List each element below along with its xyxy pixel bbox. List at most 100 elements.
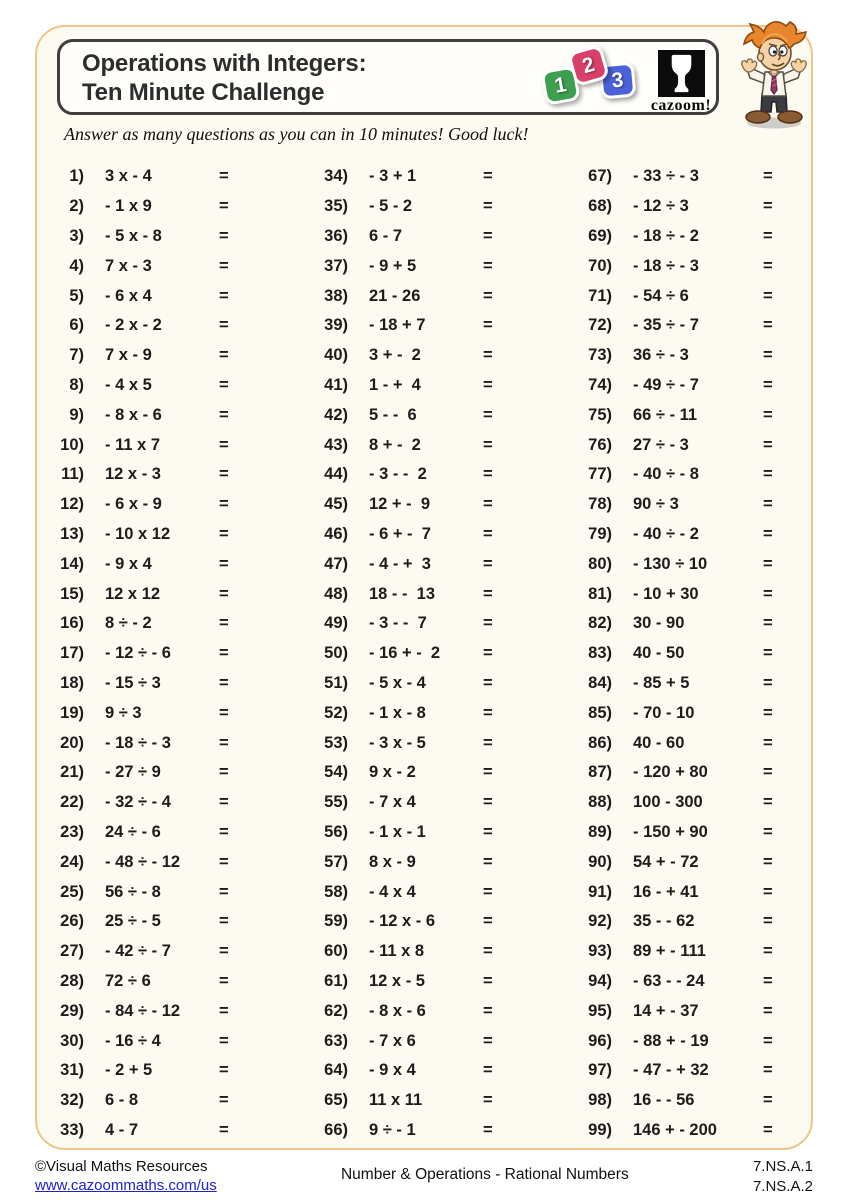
question-expression: 7 x - 3 [105,256,152,275]
equals-sign: = [483,793,493,812]
equals-sign: = [763,524,773,543]
question-expression: - 11 x 8 [369,942,425,961]
question-expression: - 1 x - 1 [369,822,426,841]
question-expression: - 18 ÷ - 3 [105,733,171,752]
equals-sign: = [483,852,493,871]
question-expression: - 4 - + 3 [369,554,431,573]
question-row: 52) - 1 x - 8 = [321,698,501,728]
question-number: 28) [60,971,84,990]
question-expression: - 6 + - 7 [369,524,431,543]
question-expression: - 40 ÷ - 2 [633,524,699,543]
question-expression: 8 ÷ - 2 [105,614,152,633]
equals-sign: = [763,971,773,990]
question-row: 42) 5 - - 6 = [321,400,501,430]
instruction-text: Answer as many questions as you can in 1… [64,124,529,144]
question-row: 46) - 6 + - 7 = [321,520,501,550]
question-row: 16) 8 ÷ - 2 = [57,609,237,639]
question-number: 36) [324,226,348,245]
question-expression: - 49 ÷ - 7 [633,375,699,394]
equals-sign: = [483,1031,493,1050]
equals-sign: = [219,256,229,275]
question-number: 5) [69,286,84,305]
equals-sign: = [219,614,229,633]
question-expression: - 8 x - 6 [369,1001,426,1020]
equals-sign: = [763,644,773,663]
question-expression: 24 ÷ - 6 [105,822,161,841]
question-number: 85) [588,703,612,722]
equals-sign: = [219,405,229,424]
standard-code-2: 7.NS.A.2 [752,1178,813,1195]
equals-sign: = [483,197,493,216]
question-expression: - 40 ÷ - 8 [633,465,699,484]
question-row: 91) 16 - + 41 = [585,877,781,907]
question-row: 7) 7 x - 9 = [57,341,237,371]
question-row: 67) - 33 ÷ - 3 = [585,162,781,192]
question-expression: - 5 x - 4 [369,673,426,692]
question-expression: - 12 ÷ 3 [633,197,689,216]
question-number: 73) [588,346,612,365]
question-row: 98) 16 - - 56 = [585,1086,781,1116]
question-expression: - 12 x - 6 [369,912,436,931]
equals-sign: = [219,167,229,186]
question-expression: - 16 + - 2 [369,644,441,663]
question-number: 59) [324,912,348,931]
question-expression: 6 - 7 [369,226,403,245]
question-number: 1) [69,167,84,186]
question-row: 45) 12 + - 9 = [321,490,501,520]
question-expression: 8 + - 2 [369,435,421,454]
website-link[interactable]: www.cazoommaths.com/us [35,1177,217,1194]
question-number: 58) [324,882,348,901]
question-number: 8) [69,375,84,394]
question-row: 72) - 35 ÷ - 7 = [585,311,781,341]
equals-sign: = [763,167,773,186]
question-number: 22) [60,793,84,812]
question-row: 25) 56 ÷ - 8 = [57,877,237,907]
question-number: 62) [324,1001,348,1020]
footer-topic-text: Number & Operations - Rational Numbers [340,1166,629,1183]
question-expression: - 6 x 4 [105,286,152,305]
equals-sign: = [483,554,493,573]
question-row: 58) - 4 x 4 = [321,877,501,907]
question-expression: 9 ÷ 3 [105,703,142,722]
equals-sign: = [763,375,773,394]
question-number: 68) [588,197,612,216]
question-number: 90) [588,852,612,871]
question-number: 57) [324,852,348,871]
logo-tile-number: 1 [552,72,569,98]
question-row: 55) - 7 x 4 = [321,788,501,818]
question-number: 27) [60,942,84,961]
question-row: 70) - 18 ÷ - 3 = [585,251,781,281]
question-expression: - 35 ÷ - 7 [633,316,699,335]
logo-tile-number: 3 [610,68,625,92]
equals-sign: = [483,435,493,454]
question-expression: - 48 ÷ - 12 [105,852,181,871]
question-number: 10) [60,435,84,454]
equals-sign: = [763,1091,773,1110]
question-expression: - 8 x - 6 [105,405,162,424]
equals-sign: = [483,584,493,603]
question-row: 37) - 9 + 5 = [321,251,501,281]
equals-sign: = [219,375,229,394]
question-expression: 27 ÷ - 3 [633,435,689,454]
question-expression: - 88 + - 19 [633,1031,709,1050]
question-row: 88) 100 - 300 = [585,788,781,818]
question-row: 18) - 15 ÷ 3 = [57,669,237,699]
question-row: 93) 89 + - 111 = [585,937,781,967]
question-row: 3) - 5 x - 8 = [57,222,237,252]
equals-sign: = [763,1061,773,1080]
question-row: 15) 12 x 12 = [57,579,237,609]
question-number: 70) [588,256,612,275]
question-expression: - 85 + 5 [633,673,690,692]
question-row: 95) 14 + - 37 = [585,996,781,1026]
question-row: 10) - 11 x 7 = [57,430,237,460]
question-row: 9) - 8 x - 6 = [57,400,237,430]
question-expression: 4 - 7 [105,1120,139,1139]
question-expression: 1 - + 4 [369,375,421,394]
equals-sign: = [763,465,773,484]
question-expression: 16 - + 41 [633,882,699,901]
question-number: 35) [324,197,348,216]
equals-sign: = [219,1031,229,1050]
question-row: 36) 6 - 7 = [321,222,501,252]
equals-sign: = [763,405,773,424]
equals-sign: = [483,673,493,692]
